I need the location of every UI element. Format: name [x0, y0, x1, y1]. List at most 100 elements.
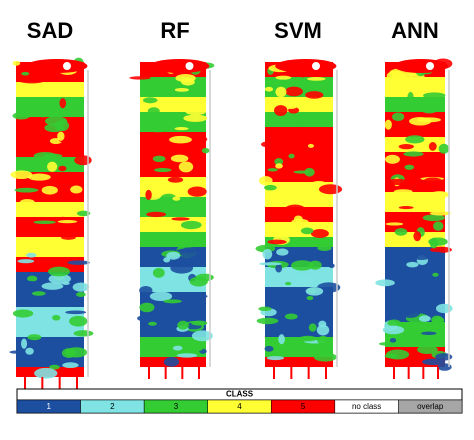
map-patch [61, 281, 70, 285]
map-patch [432, 272, 439, 277]
map-patch [49, 364, 60, 370]
map-patch [308, 323, 317, 332]
map-patch [298, 250, 322, 254]
map-patch [291, 260, 314, 271]
legend-label: 4 [237, 402, 242, 411]
map-patch [146, 211, 167, 218]
map-patch [168, 97, 175, 105]
panel-title: SVM [274, 18, 322, 43]
map-patch [262, 248, 273, 260]
map-patch [264, 184, 277, 191]
map-patch [189, 135, 208, 143]
legend-title: CLASS [226, 390, 254, 399]
map-leg [325, 367, 327, 379]
map-patch [165, 307, 173, 316]
map-patch [295, 316, 308, 328]
legend-label: 1 [47, 402, 52, 411]
map-patch [297, 113, 305, 124]
map-patch [180, 220, 202, 230]
map-patch [12, 111, 31, 120]
map-patch [48, 273, 71, 285]
map-patch [70, 185, 83, 194]
map-patch [19, 79, 44, 84]
map-patch [285, 204, 305, 213]
map-patch [61, 235, 76, 240]
map-patch [17, 259, 35, 264]
map-patch [308, 260, 322, 270]
map-patch [284, 86, 303, 97]
map-hole [310, 60, 322, 72]
map-patch [438, 143, 450, 154]
map-patch [21, 338, 28, 349]
map-patch [41, 185, 58, 195]
map-hole [424, 60, 436, 72]
map-patch [410, 170, 426, 182]
map-patch [176, 353, 198, 358]
map-patch [403, 151, 424, 157]
map-patch [27, 334, 42, 341]
map-patch [317, 335, 330, 345]
map-patch [19, 198, 35, 207]
map-patch [293, 170, 310, 174]
map-patch [274, 105, 288, 116]
legend-label: 3 [174, 402, 179, 411]
map-patch [387, 319, 401, 327]
map-patch [385, 349, 410, 360]
map-leg [422, 367, 425, 379]
map-patch [269, 172, 280, 179]
panel-title: SAD [27, 18, 73, 43]
classification-map [375, 58, 453, 379]
map-band [265, 267, 333, 287]
map-leg [148, 367, 150, 379]
map-patch [59, 98, 67, 109]
map-patch [305, 286, 324, 296]
map-leg [24, 377, 26, 389]
map-patch [379, 342, 394, 346]
map-patch [19, 280, 37, 285]
classification-map [129, 59, 215, 379]
map-patch [147, 107, 160, 116]
map-cap [394, 59, 448, 73]
map-patch [148, 126, 168, 133]
map-leg [164, 367, 167, 379]
map-patch [189, 276, 208, 287]
map-patch [183, 114, 208, 122]
map-patch [163, 257, 171, 263]
map-leg [407, 367, 410, 379]
map-patch [181, 78, 195, 86]
maps [9, 57, 453, 389]
map-patch [275, 163, 283, 169]
map-patch [61, 348, 76, 359]
map-patch [14, 187, 39, 193]
map-band [16, 237, 84, 257]
map-patch [264, 345, 274, 352]
map-patch [163, 299, 182, 304]
map-patch [172, 196, 181, 201]
map-patch [12, 60, 21, 66]
map-patch [285, 281, 292, 286]
map-patch [69, 315, 88, 327]
map-patch [267, 168, 278, 172]
map-patch [422, 214, 446, 222]
map-patch [258, 306, 272, 312]
map-patch [137, 315, 155, 322]
map-cap [26, 59, 88, 73]
map-patch [174, 87, 189, 92]
map-patch [62, 362, 79, 369]
map-patch [187, 186, 207, 197]
map-patch [267, 239, 287, 245]
map-patch [400, 307, 421, 318]
map-patch [420, 221, 433, 230]
map-patch [431, 315, 444, 324]
map-patch [176, 248, 199, 253]
map-leg [437, 367, 439, 379]
map-patch [382, 325, 405, 335]
map-band [385, 77, 445, 97]
map-patch [76, 210, 91, 217]
map-patch [65, 202, 84, 210]
map-leg [41, 377, 44, 389]
map-patch [405, 135, 425, 144]
map-leg [198, 367, 200, 379]
map-patch [437, 363, 452, 371]
map-patch [191, 346, 203, 352]
